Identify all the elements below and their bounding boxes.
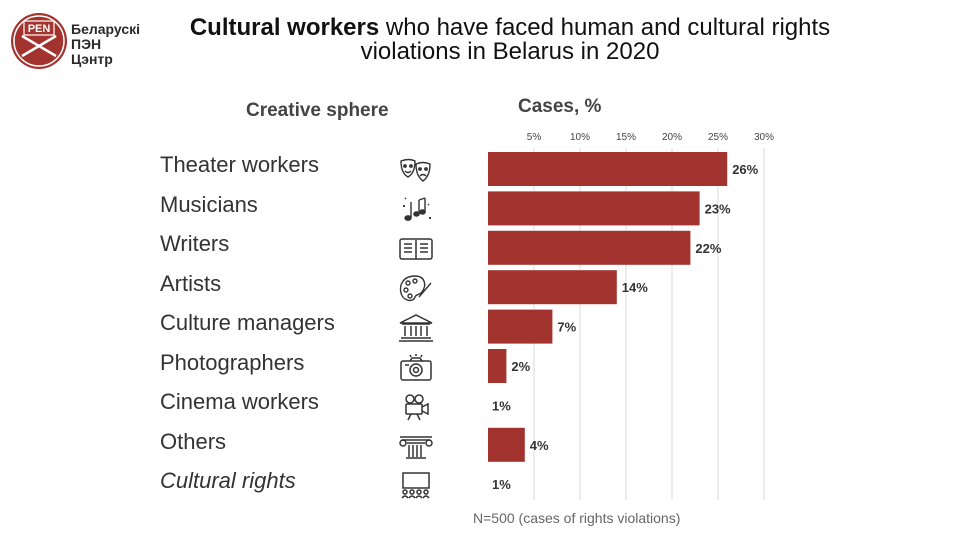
column-capital-icon xyxy=(395,431,437,463)
x-tick-label: 25% xyxy=(708,132,728,143)
value-label: 7% xyxy=(557,320,576,335)
bar xyxy=(488,427,525,462)
value-label: 2% xyxy=(511,359,530,374)
category-label-theater: Theater workers xyxy=(160,152,319,177)
category-label-cinema: Cinema workers xyxy=(160,389,319,414)
category-label-artists: Artists xyxy=(160,271,222,296)
theater-masks-icon xyxy=(395,155,437,187)
bar xyxy=(488,152,728,186)
pen-emblem-icon: PEN xyxy=(11,13,67,69)
category-label-musicians: Musicians xyxy=(160,192,258,217)
x-tick-label: 30% xyxy=(754,132,774,143)
museum-building-icon xyxy=(395,312,437,344)
film-camera-icon xyxy=(395,391,437,423)
logo-line2: ПЭН xyxy=(71,36,102,52)
category-label-others: Others xyxy=(160,429,227,454)
open-book-icon xyxy=(395,233,437,265)
category-label-writers: Writers xyxy=(160,231,230,256)
cases-header: Cases, % xyxy=(518,96,602,117)
x-tick-label: 15% xyxy=(616,132,636,143)
camera-icon xyxy=(395,352,437,384)
title-rest: who have faced human and cultural rights xyxy=(379,14,831,41)
category-label-cultural-rights: Cultural rights xyxy=(160,468,296,493)
x-tick-label: 20% xyxy=(662,132,682,143)
logo-text: Беларускі ПЭН Цэнтр xyxy=(71,22,140,67)
x-tick-label: 10% xyxy=(570,132,590,143)
logo-badge: PEN xyxy=(28,23,51,35)
category-label-culture-managers: Culture managers xyxy=(160,310,335,335)
value-label: 1% xyxy=(492,477,511,492)
x-tick-label: 5% xyxy=(527,132,542,143)
logo-line3: Цэнтр xyxy=(71,51,113,67)
sample-note: N=500 (cases of rights violations) xyxy=(473,510,681,526)
bar xyxy=(488,309,553,344)
value-label: 14% xyxy=(622,280,648,295)
pen-logo: PEN Беларускі ПЭН Цэнтр xyxy=(10,8,170,74)
palette-icon xyxy=(395,273,437,305)
title-line2: violations in Belarus in 2020 xyxy=(360,38,660,65)
value-label: 23% xyxy=(705,201,731,216)
bar xyxy=(488,349,507,383)
value-label: 26% xyxy=(732,162,758,177)
category-label-photographers: Photographers xyxy=(160,350,305,375)
chart-title: Cultural workers who have faced human an… xyxy=(180,16,840,64)
title-bold: Cultural workers xyxy=(189,14,380,41)
value-label: 4% xyxy=(530,438,549,453)
bar xyxy=(488,270,617,305)
bar xyxy=(488,191,700,226)
music-notes-icon xyxy=(395,194,437,226)
value-label: 22% xyxy=(695,241,721,256)
bar xyxy=(488,230,691,265)
sphere-header: Creative sphere xyxy=(246,100,389,121)
audience-screen-icon xyxy=(395,470,437,502)
value-label: 1% xyxy=(492,398,511,413)
logo-line1: Беларускі xyxy=(71,21,141,37)
